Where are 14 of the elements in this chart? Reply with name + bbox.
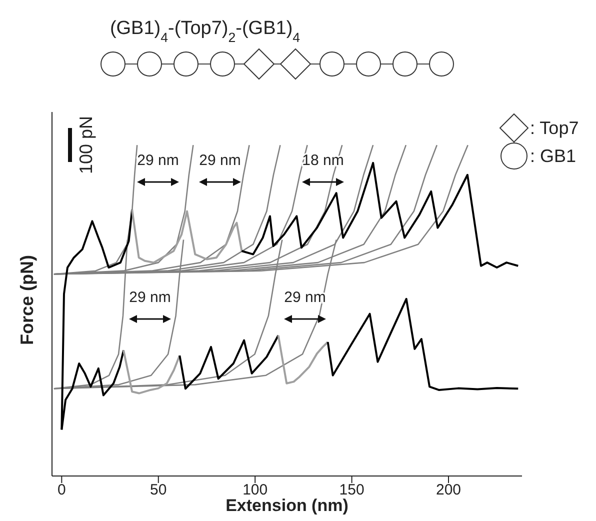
x-tick-label: 200 — [436, 482, 462, 499]
annotation: 29 nm — [199, 152, 241, 169]
annotation: 100 pN — [76, 116, 96, 174]
x-tick-label: 50 — [150, 482, 167, 499]
annotation: 29 nm — [137, 152, 179, 169]
x-axis-title: Extension (nm) — [226, 496, 348, 515]
chart-title: (GB1)$_{4}$-(Top7)$_{2}$-(GB1)$_{4}$ — [110, 18, 300, 44]
x-tick-label: 150 — [339, 482, 364, 499]
y-axis-title: Force (pN) — [17, 254, 37, 345]
annotation: 29 nm — [129, 289, 171, 306]
x-tick-label: 100 — [242, 482, 268, 499]
x-tick-label: 0 — [58, 482, 66, 499]
text: : GB1 — [530, 146, 576, 166]
text: : Top7 — [530, 118, 579, 138]
